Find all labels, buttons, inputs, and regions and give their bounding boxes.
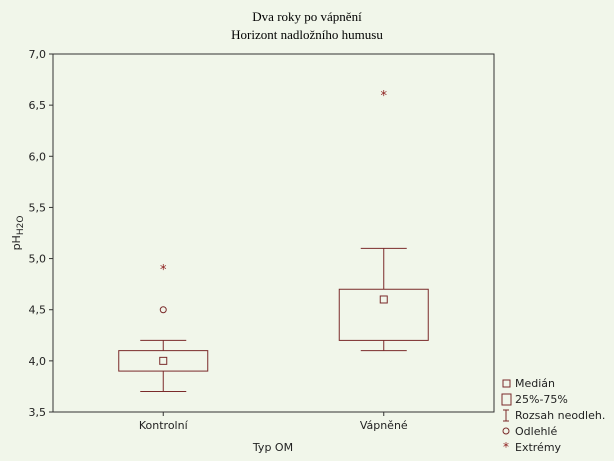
y-tick-label: 6,0 — [29, 150, 47, 163]
legend: Medián 25%-75% Rozsah neodleh. Odlehlé *… — [501, 377, 605, 454]
iqr-box — [338, 288, 429, 341]
boxes-group: ** — [118, 89, 429, 393]
y-axis-ticks: 3,5 4,0 4,5 5,0 5,5 6,0 6,5 7,0 — [29, 48, 53, 419]
y-axis-label-base: pH — [10, 235, 23, 250]
legend-iqr-swatch — [501, 393, 512, 406]
chart-title-line1: Dva roky po vápnění — [252, 9, 362, 24]
y-axis-label-sub: H2O — [16, 216, 26, 236]
median-marker — [379, 295, 388, 304]
legend-outlier-label: Odlehlé — [515, 425, 557, 438]
legend-iqr-label: 25%-75% — [515, 393, 568, 406]
legend-whisker-swatch — [503, 409, 509, 422]
extreme-point: * — [381, 89, 388, 104]
x-axis-label: Typ OM — [252, 441, 293, 454]
legend-extreme-label: Extrémy — [515, 441, 562, 454]
x-category-label: Kontrolní — [139, 419, 189, 432]
legend-median-label: Medián — [515, 377, 555, 390]
outlier-point — [159, 306, 167, 314]
median-marker — [159, 356, 168, 365]
legend-outlier-swatch — [502, 427, 510, 435]
plot-frame — [52, 53, 495, 413]
extreme-point: * — [160, 263, 167, 278]
iqr-box — [118, 350, 209, 372]
chart-title-line2: Horizont nadložního humusu — [231, 27, 383, 42]
y-tick-label: 5,0 — [29, 253, 47, 266]
y-tick-label: 5,5 — [29, 201, 47, 214]
y-tick-label: 4,5 — [29, 304, 47, 317]
y-axis-label: pHH2O — [10, 216, 26, 251]
x-axis-ticks: Kontrolní Vápněné — [139, 412, 408, 432]
y-tick-label: 6,5 — [29, 99, 47, 112]
y-tick-label: 4,0 — [29, 355, 47, 368]
x-category-label: Vápněné — [360, 419, 408, 432]
y-tick-label: 3,5 — [29, 406, 47, 419]
legend-whisker-label: Rozsah neodleh. — [515, 409, 605, 422]
legend-median-swatch — [502, 379, 511, 388]
legend-extreme-swatch: * — [503, 440, 509, 454]
y-tick-label: 7,0 — [29, 48, 47, 61]
